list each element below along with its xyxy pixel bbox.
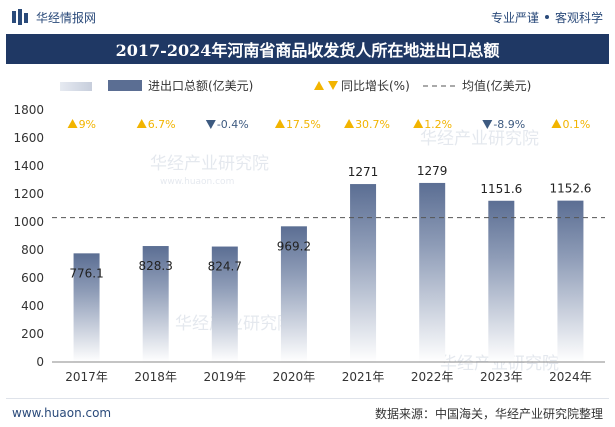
growth-down-icon bbox=[482, 120, 493, 129]
bars: 776.1 828.3 824.7 969.2 1271 1279 1151.6 1152.6 bbox=[69, 164, 591, 362]
footer-divider bbox=[6, 398, 609, 399]
growth-up-icon bbox=[274, 119, 285, 128]
bar-value-label: 776.1 bbox=[69, 266, 103, 280]
footer: www.huaon.com 数据来源：中国海关，华经产业研究院整理 bbox=[0, 399, 615, 427]
title-bar: 2017-2024年河南省商品收发货人所在地进出口总额 bbox=[6, 34, 609, 64]
y-tick-label: 200 bbox=[21, 327, 44, 341]
y-tick-label: 400 bbox=[21, 299, 44, 313]
bar bbox=[350, 184, 377, 362]
growth-label: -8.9% bbox=[493, 118, 525, 131]
bar bbox=[142, 246, 169, 362]
brand-logo-icon bbox=[12, 9, 28, 25]
bar-value-label: 824.7 bbox=[208, 260, 242, 274]
bar-value-label: 1151.6 bbox=[480, 182, 522, 196]
growth-label: 1.2% bbox=[424, 118, 452, 131]
y-tick-label: 1800 bbox=[13, 103, 44, 117]
y-tick-label: 800 bbox=[21, 243, 44, 257]
growth-up-icon bbox=[67, 119, 78, 128]
y-tick-label: 1600 bbox=[13, 131, 44, 145]
slogan-left: 专业严谨 bbox=[490, 10, 539, 25]
growth-label: 9% bbox=[79, 118, 96, 131]
bar bbox=[211, 246, 238, 362]
watermark-text: 华经产业研究院 bbox=[150, 154, 269, 174]
x-tick-label: 2022年 bbox=[411, 370, 454, 384]
growth-label: 6.7% bbox=[148, 118, 176, 131]
bar-value-label: 1152.6 bbox=[549, 182, 591, 196]
bar-value-label: 828.3 bbox=[139, 259, 173, 273]
growth-label: 0.1% bbox=[562, 118, 590, 131]
bar bbox=[557, 200, 584, 362]
bar bbox=[73, 253, 100, 362]
bar-value-label: 1279 bbox=[417, 164, 448, 178]
x-tick-label: 2018年 bbox=[134, 370, 177, 384]
top-bar: 华经情报网 专业严谨 客观科学 bbox=[0, 0, 615, 34]
growth-label: 30.7% bbox=[355, 118, 390, 131]
growth-up-icon bbox=[413, 119, 424, 128]
legend-bar-label: 进出口总额(亿美元) bbox=[148, 78, 253, 93]
growth-up-icon bbox=[551, 119, 562, 128]
y-tick-label: 600 bbox=[21, 271, 44, 285]
bar-value-label: 969.2 bbox=[277, 239, 311, 253]
slogan-separator-dot bbox=[544, 15, 549, 19]
bar bbox=[280, 226, 307, 362]
slogan-right: 客观科学 bbox=[554, 10, 603, 25]
slogan: 专业严谨 客观科学 bbox=[491, 9, 603, 26]
brand: 华经情报网 bbox=[12, 9, 96, 26]
legend-swatch-faded bbox=[60, 82, 92, 91]
legend-swatch-bar bbox=[108, 80, 142, 91]
legend-up-marker-icon bbox=[314, 81, 324, 90]
bar bbox=[488, 200, 515, 362]
growth-markers: 9% 6.7% -0.4% 17.5% 30.7% 1.2% -8.9% 0.1% bbox=[67, 118, 590, 131]
legend-growth-label: 同比增长(%) bbox=[341, 79, 410, 93]
growth-label: -0.4% bbox=[217, 118, 249, 131]
watermark-text: 华经产业研究院 bbox=[420, 129, 539, 149]
growth-down-icon bbox=[205, 120, 216, 129]
legend-avg-label: 均值(亿美元) bbox=[462, 78, 531, 93]
chart-title: 2017-2024年河南省商品收发货人所在地进出口总额 bbox=[115, 41, 500, 60]
footer-site: www.huaon.com bbox=[12, 406, 112, 420]
chart: 华经产业研究院 www.huaon.com 华经产业研究院 华经产业研究院 华经… bbox=[13, 78, 605, 384]
x-tick-label: 2023年 bbox=[480, 370, 523, 384]
legend-down-marker-icon bbox=[328, 81, 338, 90]
watermark-site: www.huaon.com bbox=[160, 177, 234, 187]
y-tick-label: 1400 bbox=[13, 159, 44, 173]
x-tick-label: 2019年 bbox=[204, 370, 247, 384]
x-axis: 2017年 2018年 2019年 2020年 2021年 2022年 2023年 2024年 bbox=[65, 370, 591, 384]
x-tick-label: 2020年 bbox=[273, 370, 316, 384]
growth-up-icon bbox=[136, 119, 147, 128]
legend: 进出口总额(亿美元) 同比增长(%) 均值(亿美元) bbox=[60, 78, 531, 93]
brand-name: 华经情报网 bbox=[36, 10, 97, 25]
bar bbox=[419, 182, 446, 362]
y-tick-label: 1200 bbox=[13, 187, 44, 201]
growth-label: 17.5% bbox=[286, 118, 321, 131]
x-tick-label: 2024年 bbox=[549, 370, 592, 384]
y-tick-label: 0 bbox=[36, 355, 44, 369]
footer-source: 数据来源：中国海关，华经产业研究院整理 bbox=[374, 406, 603, 421]
y-axis: 0 200 400 600 800 1000 1200 1400 1600 1800 bbox=[13, 103, 44, 369]
x-tick-label: 2017年 bbox=[65, 370, 108, 384]
bar-value-label: 1271 bbox=[348, 165, 379, 179]
x-tick-label: 2021年 bbox=[342, 370, 385, 384]
watermark-text: 华经产业研究院 bbox=[440, 354, 559, 374]
y-tick-label: 1000 bbox=[13, 215, 44, 229]
growth-up-icon bbox=[344, 119, 355, 128]
